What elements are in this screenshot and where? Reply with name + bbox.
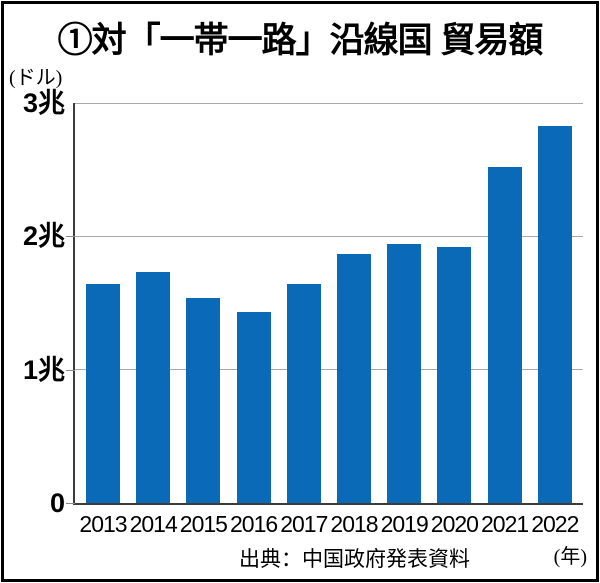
y-tick-label-3: 3兆 xyxy=(22,88,65,118)
x-axis-unit-label: (年) xyxy=(553,546,587,568)
gridline-1 xyxy=(75,369,583,371)
x-tick-label-2014: 2014 xyxy=(129,511,178,537)
x-tick-label-2015: 2015 xyxy=(179,511,228,537)
bar-2018 xyxy=(337,253,371,503)
gridline-2 xyxy=(75,235,583,237)
y-axis-unit-label: (ドル) xyxy=(9,67,63,89)
x-tick-label-2018: 2018 xyxy=(330,511,378,537)
bar-2017 xyxy=(286,284,321,503)
bar-2014 xyxy=(136,272,171,503)
chart-title: ①対「一帯一路」沿線国 貿易額 xyxy=(57,21,544,60)
bar-2022 xyxy=(537,125,572,503)
x-axis-baseline xyxy=(73,503,583,505)
bar-2015 xyxy=(186,297,221,503)
y-tick-2 xyxy=(66,236,75,238)
x-tick-label-2017: 2017 xyxy=(280,511,328,537)
bar-2021 xyxy=(487,167,522,503)
y-tick-label-0: 0 xyxy=(49,488,65,518)
y-axis-line xyxy=(73,103,75,505)
plot-area xyxy=(75,103,583,503)
x-tick-label-2016: 2016 xyxy=(230,511,278,537)
gridline-3 xyxy=(75,103,583,104)
source-label: 出典：中国政府発表資料 xyxy=(239,547,470,571)
x-tick-label-2020: 2020 xyxy=(430,511,479,537)
y-tick-label-1: 1兆 xyxy=(22,354,65,385)
y-tick-label-2: 2兆 xyxy=(22,221,65,252)
x-tick-label-2019: 2019 xyxy=(380,511,429,537)
x-tick-label-2022: 2022 xyxy=(531,511,579,537)
bar-2019 xyxy=(387,244,422,503)
bar-2013 xyxy=(86,284,120,503)
bar-2016 xyxy=(236,312,271,503)
bar-2020 xyxy=(437,247,472,503)
y-tick-1 xyxy=(66,369,75,371)
x-tick-label-2021: 2021 xyxy=(481,511,529,537)
x-tick-label-2013: 2013 xyxy=(79,511,127,537)
y-tick-0 xyxy=(66,503,75,504)
